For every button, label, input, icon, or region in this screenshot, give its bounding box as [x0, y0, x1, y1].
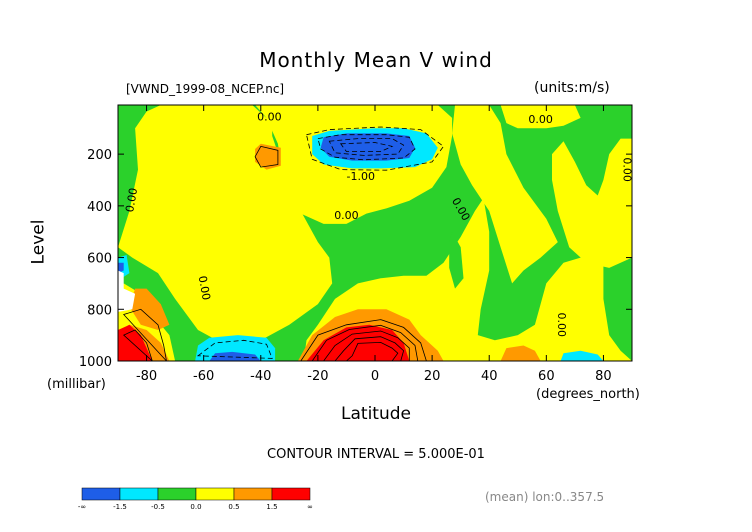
contour-label: 0.00 — [620, 157, 633, 182]
axis-ticks: -80 -60 -40 -20 0 20 40 60 80 200 400 600 800 1000 — [79, 105, 632, 384]
contour-label: -1.00 — [346, 170, 374, 183]
chart-title: Monthly Mean V wind — [259, 48, 493, 72]
contour-equator-2 — [323, 330, 410, 361]
contour-label: 0.00 — [196, 275, 213, 301]
contour-jet-1 — [317, 134, 416, 161]
contour-label: 0.00 — [257, 111, 282, 124]
x-tick-label: 60 — [538, 369, 555, 384]
y-tick-label: 800 — [87, 303, 112, 318]
contour-south-max — [122, 308, 167, 361]
contour-jet-outer — [306, 126, 445, 171]
y-tick-label: 1000 — [79, 355, 112, 370]
y-tick-label: 600 — [87, 252, 112, 267]
file-label: [VWND_1999-08_NCEP.nc] — [126, 82, 285, 96]
contour-equator-0 — [300, 319, 427, 361]
blue-patch-south — [209, 351, 261, 361]
colorbar-swatch — [233, 487, 273, 501]
colorbar-label: 0.0 — [190, 503, 201, 511]
negative-region-north — [449, 231, 464, 289]
colorbar-label: 1.5 — [266, 503, 277, 511]
red-patch-equator — [306, 324, 410, 361]
positive-region-northern — [500, 105, 581, 129]
colorbar-swatch — [195, 487, 235, 501]
y-axis-title: Level — [28, 219, 49, 265]
positive-region-tropics-north — [452, 105, 558, 284]
contour-equator-1 — [311, 324, 419, 361]
contour-upper-orange — [254, 145, 279, 168]
cyan-patch-north — [560, 350, 604, 361]
x-tick-label: 20 — [424, 369, 441, 384]
colorbar-swatch — [157, 487, 197, 501]
x-tick-label: 80 — [595, 369, 612, 384]
orange-patch-upper — [255, 143, 281, 170]
y-tick-label: 200 — [87, 148, 112, 163]
orange-patch-south-upper — [129, 288, 170, 330]
contour-label: 0.00 — [555, 313, 568, 338]
contour-label: 0.00 — [334, 209, 359, 222]
x-tick-label: -60 — [193, 369, 214, 384]
units-label: (units:m/s) — [534, 80, 610, 96]
x-tick-label: 0 — [371, 369, 379, 384]
colorbar: -∞ -1.5 -0.5 0.0 0.5 1.5 ∞ — [78, 487, 313, 511]
colorbar-label: -1.5 — [113, 503, 127, 511]
x-tick-label: -40 — [250, 369, 271, 384]
contour-jet-2 — [328, 138, 405, 156]
positive-region-northern-2 — [552, 138, 632, 268]
x-axis-title: Latitude — [341, 404, 411, 424]
colorbar-label: -0.5 — [151, 503, 165, 511]
colorbar-label: 0.5 — [228, 503, 239, 511]
colorbar-swatch — [271, 487, 311, 501]
contour-south-max-2 — [122, 329, 153, 361]
colorbar-swatch — [81, 487, 121, 501]
blue-patch-jet — [320, 133, 415, 161]
missing-data-corner — [118, 270, 136, 312]
y-axis-unit: (millibar) — [47, 377, 106, 392]
x-tick-label: -80 — [136, 369, 157, 384]
orange-patch-north — [500, 345, 541, 361]
x-tick-label: -20 — [307, 369, 328, 384]
contour-interval-note: CONTOUR INTERVAL = 5.000E-01 — [267, 447, 485, 462]
contour-label: 0.00 — [528, 113, 553, 126]
y-tick-label: 400 — [87, 200, 112, 215]
colorbar-label: -∞ — [78, 503, 86, 511]
contour-label: 0.00 — [123, 187, 140, 213]
contour-lines — [122, 126, 445, 361]
contour-equator-3 — [334, 336, 405, 361]
contour-south-neg — [196, 339, 273, 359]
colorbar-label: ∞ — [307, 503, 313, 511]
contour-jet-3 — [339, 142, 394, 152]
x-axis-unit: (degrees_north) — [536, 387, 640, 402]
contour-labels: 0.00 0.000.000.000.00 0.000.000.00-1.00 — [123, 111, 633, 338]
blue-patch-pole — [118, 262, 124, 274]
colorbar-swatch — [119, 487, 159, 501]
mean-longitude-note: (mean) lon:0..357.5 — [485, 490, 605, 504]
x-tick-label: 40 — [481, 369, 498, 384]
contour-equator-4 — [345, 341, 399, 361]
